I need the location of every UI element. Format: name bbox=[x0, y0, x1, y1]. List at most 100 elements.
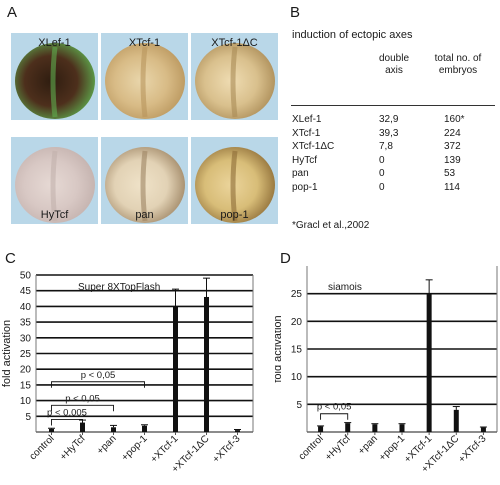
x-tick-label: +HyTcf bbox=[58, 433, 88, 463]
significance-label: p < 0,05 bbox=[317, 402, 352, 413]
row-double-axis: 7,8 bbox=[379, 141, 393, 152]
row-total: 139 bbox=[444, 154, 461, 166]
embryo-axis bbox=[50, 150, 58, 222]
significance-label: p < 0,05 bbox=[65, 393, 100, 404]
table-title: induction of ectopic axes bbox=[292, 29, 413, 41]
embryo-label: XLef-1 bbox=[38, 37, 71, 49]
significance-bracket bbox=[51, 418, 83, 426]
chart-title: siamois bbox=[328, 282, 362, 293]
bar bbox=[111, 427, 116, 432]
chart-super-8xtopflash: 5 10 15 20 25 30 35 40 45 50 fold activation Super … bbox=[1, 271, 254, 475]
embryo-image bbox=[101, 137, 188, 224]
x-tick-label: +pop-1 bbox=[120, 433, 150, 463]
embryo-image bbox=[11, 137, 98, 224]
bar bbox=[80, 422, 85, 432]
x-tick-label: +pan bbox=[95, 433, 119, 457]
bar bbox=[426, 293, 432, 432]
row-double-axis: 0 bbox=[379, 168, 385, 179]
embryo-label: HyTcf bbox=[40, 209, 69, 221]
row-name: HyTcf bbox=[292, 154, 317, 166]
row-name: pop-1 bbox=[292, 181, 318, 193]
row-total: 114 bbox=[444, 181, 460, 193]
y-tick-label: 15 bbox=[20, 380, 32, 391]
embryo-image bbox=[191, 33, 278, 120]
row-name: XTcf-1ΔC bbox=[292, 141, 335, 152]
table-row: XLef-1 32,9 160* bbox=[292, 114, 492, 127]
y-tick-label: 30 bbox=[20, 333, 32, 344]
y-tick-label: 10 bbox=[291, 372, 303, 383]
row-double-axis: 32,9 bbox=[379, 114, 399, 125]
embryo-image bbox=[11, 33, 98, 120]
bar bbox=[204, 296, 209, 432]
panel-letter-d: D bbox=[280, 250, 291, 267]
row-name: XLef-1 bbox=[292, 114, 322, 125]
embryo-label: XTcf-1 bbox=[128, 37, 161, 49]
significance-bracket bbox=[320, 413, 349, 420]
y-tick-label: 25 bbox=[20, 349, 32, 360]
y-tick-label: 35 bbox=[20, 318, 32, 329]
embryo-image bbox=[101, 33, 188, 120]
table-row: pan 0 53 bbox=[292, 168, 492, 181]
row-double-axis: 0 bbox=[379, 154, 385, 166]
table-row: HyTcf 0 139 bbox=[292, 155, 492, 168]
significance-bracket bbox=[51, 404, 114, 412]
bar bbox=[480, 427, 486, 432]
panel-letter-a: A bbox=[7, 4, 18, 21]
bar bbox=[49, 428, 54, 432]
table-divider bbox=[291, 105, 495, 106]
y-tick-label: 10 bbox=[20, 396, 32, 407]
significance-bracket bbox=[51, 381, 145, 388]
column-header-total-embryos: total no. of embryos bbox=[434, 53, 482, 76]
chart-siamois: 5 10 15 20 25 fold activation siamois control+H… bbox=[275, 266, 498, 475]
row-name: XTcf-1 bbox=[292, 127, 321, 139]
column-header-double-axis: double axis bbox=[378, 53, 410, 76]
embryo-label: pan bbox=[135, 209, 154, 221]
table-row: XTcf-1ΔC 7,8 372 bbox=[292, 141, 492, 154]
x-tick-label: control bbox=[297, 433, 326, 462]
panel-letter-b: B bbox=[290, 4, 301, 21]
embryo-axis bbox=[230, 46, 238, 118]
bar bbox=[318, 426, 324, 432]
embryo-axis bbox=[230, 150, 238, 222]
bar bbox=[235, 430, 240, 432]
x-tick-label: +XTcf-3 bbox=[457, 433, 489, 465]
row-total: 160* bbox=[444, 114, 465, 125]
embryo-image-grid: XLef-1 XTcf-1 XTcf-1ΔC HyTcf pan pop-1 bbox=[11, 25, 278, 233]
embryo-image bbox=[191, 137, 278, 224]
y-tick-label: 40 bbox=[20, 302, 32, 313]
row-name: pan bbox=[292, 168, 309, 179]
y-axis-label: fold activation bbox=[275, 315, 284, 382]
significance-label: p < 0,005 bbox=[47, 407, 87, 418]
row-total: 372 bbox=[444, 141, 461, 152]
embryo-axis bbox=[140, 150, 148, 222]
panel-letter-c: C bbox=[5, 250, 16, 267]
y-axis-label: fold activation bbox=[1, 320, 13, 387]
embryo-axis bbox=[50, 46, 58, 118]
y-tick-label: 20 bbox=[291, 317, 303, 328]
row-double-axis: 39,3 bbox=[379, 127, 399, 139]
y-tick-label: 45 bbox=[20, 286, 32, 297]
x-tick-label: control bbox=[28, 433, 57, 462]
bar bbox=[453, 409, 459, 432]
y-tick-label: 5 bbox=[25, 412, 31, 423]
x-tick-label: +pan bbox=[356, 433, 380, 457]
y-tick-label: 25 bbox=[291, 289, 303, 300]
bar bbox=[142, 425, 147, 432]
bar bbox=[372, 424, 378, 432]
bar bbox=[173, 306, 178, 432]
y-tick-label: 5 bbox=[296, 400, 302, 411]
y-tick-label: 15 bbox=[291, 345, 303, 356]
ectopic-axes-table: induction of ectopic axes double axis to… bbox=[287, 25, 497, 231]
x-tick-label: +XTcf-3 bbox=[211, 433, 243, 465]
significance-label: p < 0,05 bbox=[81, 370, 116, 381]
bar bbox=[399, 424, 405, 432]
row-total: 53 bbox=[444, 168, 456, 179]
y-tick-label: 20 bbox=[20, 365, 32, 376]
bar bbox=[345, 423, 351, 432]
embryo-label: XTcf-1ΔC bbox=[211, 37, 258, 49]
row-double-axis: 0 bbox=[379, 181, 385, 193]
chart-title: Super 8XTopFlash bbox=[78, 282, 160, 293]
embryo-label: pop-1 bbox=[220, 209, 249, 221]
table-row: XTcf-1 39,3 224 bbox=[292, 128, 492, 141]
x-tick-label: +HyTcf bbox=[323, 433, 353, 463]
